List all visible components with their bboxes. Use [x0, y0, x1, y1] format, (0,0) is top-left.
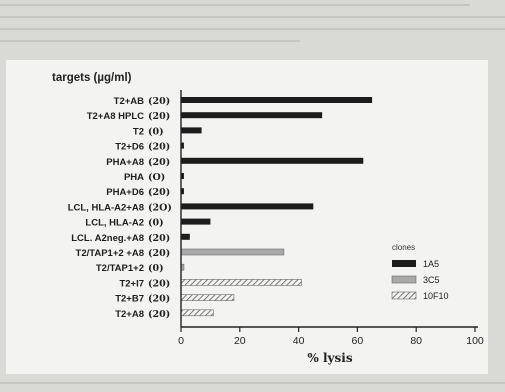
legend-swatch-3c5 — [391, 275, 417, 284]
concentration-label: (20) — [148, 309, 170, 320]
bar-1a5 — [181, 203, 314, 210]
bar-1a5 — [181, 173, 184, 179]
concentration-label: (2O) — [148, 202, 172, 213]
x-tick-label: 60 — [352, 335, 364, 347]
background-text-line — [0, 4, 470, 6]
bar-1a5 — [181, 157, 364, 164]
x-axis-label: % lysis — [307, 351, 352, 365]
concentration-label: (20) — [148, 187, 170, 198]
concentration-label: (20) — [148, 278, 170, 289]
legend-swatch-1a5 — [392, 260, 416, 267]
legend-label: 10F10 — [423, 291, 449, 301]
target-label: LCL, HLA-A2 — [85, 218, 144, 229]
bar-1a5 — [181, 233, 190, 240]
concentration-label: (20) — [148, 157, 170, 168]
legend-title: clones — [392, 243, 415, 252]
bar-1a5 — [181, 142, 184, 149]
x-tick-label: 40 — [293, 335, 305, 347]
x-tick-label: 80 — [410, 335, 422, 347]
legend-label: 1A5 — [423, 259, 439, 269]
concentration-label: (0) — [148, 218, 164, 229]
concentration-label: (0) — [148, 126, 164, 137]
x-tick-label: 20 — [234, 335, 246, 347]
target-label: T2+I7 — [119, 278, 144, 289]
target-label: T2+A8 — [115, 309, 144, 320]
x-tick-label: 0 — [178, 335, 184, 347]
bar-1a5 — [181, 218, 211, 225]
chart-title: targets (µg/ml) — [52, 72, 132, 84]
bar-1a5 — [181, 127, 202, 134]
target-label: T2+A8 HPLC — [87, 111, 144, 122]
concentration-label: (20) — [148, 294, 170, 305]
concentration-label: (0) — [148, 263, 164, 274]
target-label: LCL, HLA-A2+A8 — [68, 202, 144, 213]
background-text-line — [0, 16, 505, 18]
background-text-line — [0, 382, 505, 384]
concentration-label: (20) — [148, 233, 170, 244]
concentration-label: (20) — [148, 96, 170, 107]
bar-3c5 — [180, 248, 285, 256]
background-text-line — [0, 28, 505, 30]
target-label: T2 — [133, 126, 144, 137]
target-label: T2+D6 — [115, 142, 144, 153]
target-label: PHA+A8 — [106, 157, 144, 168]
x-tick-label: 100 — [466, 335, 484, 347]
legend-label: 3C5 — [423, 275, 440, 285]
legend-swatch-10f10 — [391, 291, 417, 300]
legend: 1A5 3C5 10F10 — [391, 259, 449, 301]
target-label: T2/TAP1+2 +A8 — [76, 248, 144, 259]
target-label: PHA — [124, 172, 144, 183]
target-label: T2/TAP1+2 — [96, 263, 144, 274]
target-label: LCL. A2neg.+A8 — [71, 233, 144, 244]
target-label: T2+B7 — [115, 294, 144, 305]
target-label: PHA+D6 — [106, 187, 144, 198]
concentration-label: (20) — [148, 142, 170, 153]
target-label: T2+AB — [114, 96, 144, 107]
concentration-label: (O) — [148, 172, 165, 183]
bar-1a5 — [181, 112, 323, 119]
concentration-label: (20) — [148, 111, 170, 122]
bar-10f10 — [180, 294, 235, 301]
background-text-line — [0, 40, 300, 42]
bar-1a5 — [181, 188, 184, 195]
bar-10f10 — [180, 279, 302, 286]
bar-10f10 — [180, 309, 214, 317]
bar-1a5 — [181, 97, 373, 103]
concentration-label: (20) — [148, 248, 170, 259]
